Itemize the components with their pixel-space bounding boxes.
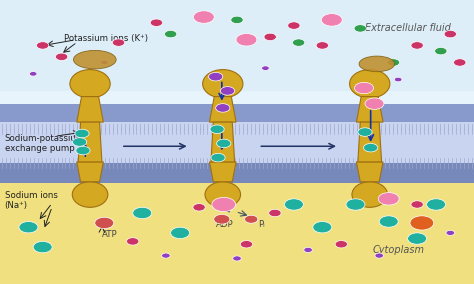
Polygon shape [210,162,236,182]
Circle shape [354,25,366,32]
Circle shape [29,72,37,76]
Ellipse shape [73,51,116,69]
Circle shape [446,230,455,235]
Circle shape [33,241,52,253]
Circle shape [209,72,223,81]
Ellipse shape [359,56,394,72]
Circle shape [358,128,372,136]
Circle shape [321,14,342,26]
Circle shape [133,207,152,219]
Circle shape [394,77,402,82]
Ellipse shape [352,182,387,207]
Circle shape [220,87,235,95]
Circle shape [346,199,365,210]
Ellipse shape [72,182,108,207]
Circle shape [292,39,305,46]
Circle shape [19,222,38,233]
FancyBboxPatch shape [0,0,474,114]
Polygon shape [211,122,235,162]
Circle shape [355,82,374,94]
Polygon shape [77,162,103,182]
FancyBboxPatch shape [0,105,474,128]
Circle shape [214,214,230,224]
Polygon shape [358,122,382,162]
Circle shape [435,47,447,55]
Circle shape [216,104,230,112]
Circle shape [150,19,163,26]
FancyBboxPatch shape [0,0,474,91]
Text: ADP: ADP [216,220,233,229]
Circle shape [313,222,332,233]
Circle shape [408,233,427,244]
Circle shape [454,59,466,66]
Circle shape [378,193,399,205]
Circle shape [95,217,114,229]
Circle shape [379,216,398,227]
FancyBboxPatch shape [0,162,474,183]
Circle shape [335,241,347,248]
Circle shape [193,11,214,23]
Text: Potassium ions (K⁺): Potassium ions (K⁺) [64,34,148,43]
Text: Sodium ions
(Na⁺): Sodium ions (Na⁺) [5,191,58,210]
Circle shape [240,241,253,248]
Polygon shape [78,122,102,162]
Ellipse shape [350,70,390,98]
Circle shape [36,42,49,49]
FancyBboxPatch shape [0,122,474,163]
Circle shape [262,66,269,70]
Circle shape [364,143,378,152]
Circle shape [245,215,258,223]
Circle shape [112,39,125,46]
Circle shape [127,238,139,245]
Circle shape [171,227,190,239]
Circle shape [288,22,300,29]
Circle shape [231,16,243,24]
Circle shape [210,125,224,133]
Polygon shape [356,97,383,122]
Circle shape [264,33,276,41]
Circle shape [212,197,236,212]
Circle shape [100,60,108,65]
Polygon shape [210,97,236,122]
Ellipse shape [202,70,243,98]
Circle shape [411,42,423,49]
Circle shape [365,98,384,109]
Circle shape [284,199,303,210]
Text: ATP: ATP [102,230,118,239]
Polygon shape [77,97,103,122]
Circle shape [164,30,177,38]
Circle shape [316,42,328,49]
Circle shape [410,216,434,230]
Circle shape [75,129,89,138]
Circle shape [233,256,241,261]
Circle shape [269,209,281,217]
Circle shape [236,34,257,46]
Circle shape [217,139,231,148]
Text: Extracellular fluid: Extracellular fluid [365,23,451,34]
Circle shape [387,59,400,66]
Circle shape [73,138,87,146]
Circle shape [55,53,68,60]
FancyBboxPatch shape [0,104,474,124]
Polygon shape [356,162,383,182]
Text: Sodium-potassium
exchange pump: Sodium-potassium exchange pump [5,134,85,153]
Circle shape [304,247,312,252]
Circle shape [427,199,446,210]
Ellipse shape [205,182,240,207]
Circle shape [211,153,225,162]
Circle shape [444,30,456,38]
FancyBboxPatch shape [0,176,474,284]
Circle shape [375,253,383,258]
Circle shape [162,253,170,258]
Ellipse shape [70,70,110,98]
Circle shape [193,204,205,211]
Text: Pᵢ: Pᵢ [258,220,265,229]
Circle shape [411,201,423,208]
Circle shape [76,146,90,155]
Text: Cytoplasm: Cytoplasm [372,245,424,255]
